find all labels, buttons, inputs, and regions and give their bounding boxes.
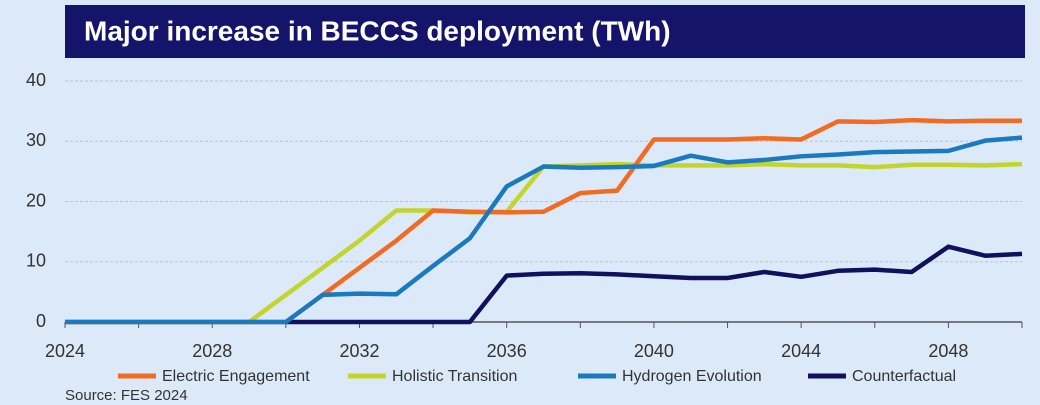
legend-label: Hydrogen Evolution [622,368,762,385]
chart-title: Major increase in BECCS deployment (TWh) [84,15,671,46]
x-tick-label: 2048 [928,341,968,361]
x-tick-label: 2036 [487,341,527,361]
x-tick-label: 2040 [634,341,674,361]
x-tick-label: 2028 [192,341,232,361]
legend-label: Electric Engagement [162,368,310,385]
title-banner [65,5,1025,58]
series-line [65,135,1023,325]
x-tick-label: 2032 [339,341,379,361]
y-tick-label: 40 [26,70,46,90]
y-tick-label: 30 [26,130,46,150]
x-tick-label: 2024 [45,341,85,361]
legend-label: Holistic Transition [392,368,517,385]
legend-label: Counterfactual [852,368,956,385]
y-tick-label: 0 [36,311,46,331]
y-tick-label: 20 [26,190,46,210]
x-tick-label: 2044 [781,341,821,361]
source: Source: FES 2024 [65,387,188,404]
y-tick-label: 10 [26,251,46,271]
series-line [65,161,1023,325]
series-line [285,244,1023,325]
